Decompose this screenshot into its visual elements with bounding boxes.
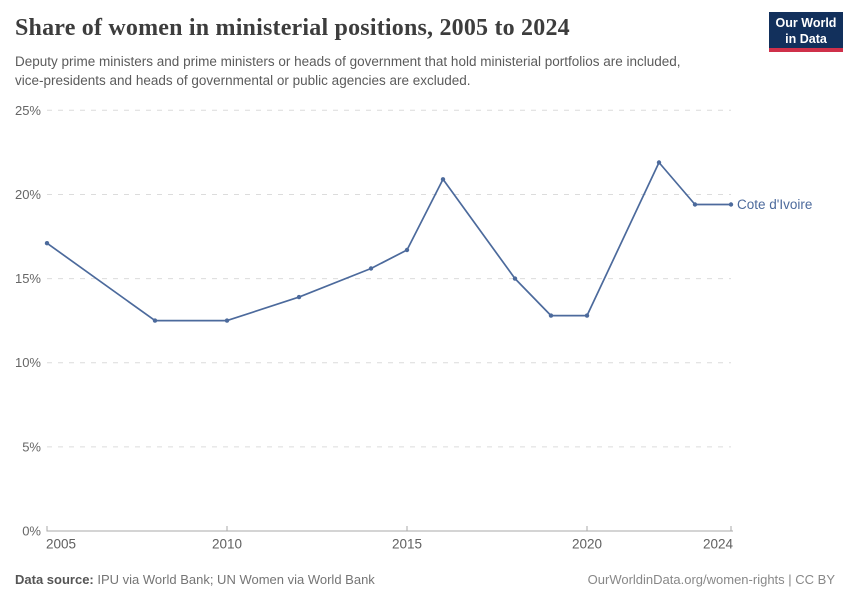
y-tick-label: 5%	[22, 439, 41, 454]
y-tick-label: 20%	[15, 187, 41, 202]
data-point-marker[interactable]	[512, 276, 518, 281]
page-title: Share of women in ministerial positions,…	[15, 15, 570, 41]
chart-subtitle: Deputy prime ministers and prime ministe…	[15, 54, 681, 89]
y-tick-label: 15%	[15, 271, 41, 286]
x-tick-label: 2015	[392, 537, 422, 552]
data-point-marker[interactable]	[368, 266, 374, 271]
owid-logo-line2: in Data	[785, 32, 827, 46]
data-source: Data source: IPU via World Bank; UN Wome…	[15, 572, 375, 587]
x-tick-label: 2024	[703, 537, 734, 552]
data-point-marker[interactable]	[548, 313, 554, 318]
data-point-marker[interactable]	[728, 202, 734, 207]
footer-link[interactable]: OurWorldinData.org/women-rights | CC BY	[587, 572, 835, 587]
data-point-marker[interactable]	[44, 241, 50, 246]
data-point-marker[interactable]	[404, 247, 410, 253]
x-tick-label: 2005	[46, 537, 76, 552]
data-point-marker[interactable]	[584, 313, 590, 318]
data-point-marker[interactable]	[152, 318, 158, 323]
data-point-marker[interactable]	[440, 177, 446, 182]
y-tick-label: 10%	[15, 355, 41, 370]
y-tick-label: 0%	[22, 524, 41, 539]
data-point-marker[interactable]	[692, 202, 698, 207]
y-tick-label: 25%	[15, 103, 41, 118]
data-point-marker[interactable]	[224, 318, 230, 323]
data-point-marker[interactable]	[656, 160, 662, 165]
x-tick-label: 2020	[572, 537, 602, 552]
x-tick-label: 2010	[212, 537, 242, 552]
owid-logo: Our World in Data	[769, 12, 843, 52]
data-point-marker[interactable]	[296, 294, 302, 300]
data-line[interactable]	[46, 161, 732, 322]
owid-logo-line1: Our World	[775, 15, 837, 30]
data-source-text: IPU via World Bank; UN Women via World B…	[93, 572, 375, 587]
entity-label[interactable]: Cote d'Ivoire	[737, 197, 812, 212]
data-source-label: Data source:	[15, 572, 94, 587]
